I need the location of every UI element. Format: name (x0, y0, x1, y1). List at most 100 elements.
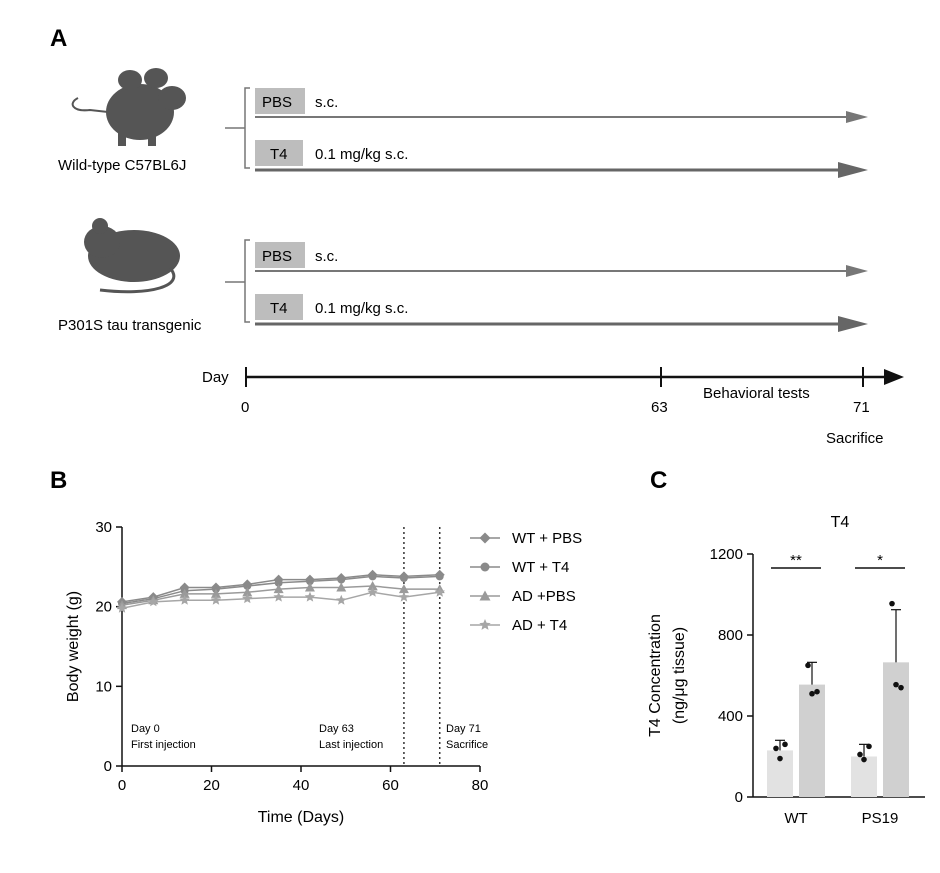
timeline-label-0: 0 (241, 399, 249, 416)
c-data-point (777, 755, 783, 762)
c-title: T4 (831, 514, 850, 531)
c-bar-WT-T4 (799, 684, 825, 797)
b-legend-label-0: WT + PBS (512, 530, 582, 547)
c-bar-PS19-PBS (851, 756, 877, 797)
c-data-point (889, 600, 895, 607)
b-series-point (210, 594, 222, 605)
b-x-tick-label: 60 (382, 777, 399, 794)
b-x-tick-label: 40 (293, 777, 310, 794)
b-y-tick-label: 0 (104, 758, 112, 775)
c-sig-label: ** (790, 552, 802, 569)
b-series-point (434, 586, 445, 597)
b-legend-marker-2 (479, 590, 491, 601)
mouse-silhouette-icon (71, 68, 186, 146)
sacrifice-label: Sacrifice (826, 430, 884, 447)
timeline-label-63: 63 (651, 399, 668, 416)
c-data-point (805, 662, 811, 669)
tg-t4-arrowhead (838, 316, 868, 332)
b-legend-marker-0 (479, 532, 491, 544)
b-series-point (399, 573, 408, 582)
rat-silhouette-icon (84, 218, 180, 294)
b-series-point (242, 587, 253, 597)
wt-t4-label: T4 (270, 146, 288, 163)
c-data-point (773, 745, 779, 752)
wt-pbs-route: s.c. (315, 94, 338, 111)
tg-caption: P301S tau transgenic (58, 317, 202, 334)
wt-pbs-label: PBS (262, 94, 292, 111)
c-data-point (866, 743, 872, 750)
timeline-day-label: Day (202, 369, 229, 386)
b-y-tick-label: 20 (95, 599, 112, 616)
annot-day63-line2: Last injection (319, 739, 383, 751)
b-series-point (336, 594, 347, 605)
b-x-tick-label: 0 (118, 777, 126, 794)
c-data-point (861, 756, 867, 763)
b-series-point (243, 581, 252, 590)
b-series-point (398, 591, 410, 602)
c-data-point (893, 681, 899, 688)
b-series-point (304, 582, 315, 592)
wt-pbs-arrowhead (846, 111, 868, 123)
c-y-tick-label: 800 (718, 627, 743, 644)
b-series-point (274, 578, 283, 587)
timeline-arrowhead (884, 369, 904, 385)
c-y-tick-label: 1200 (710, 546, 743, 563)
b-series-point (179, 594, 190, 605)
b-legend-marker-1 (480, 562, 490, 572)
c-y-tick-label: 0 (735, 789, 743, 806)
c-data-point (782, 741, 788, 748)
b-legend-label-2: AD +PBS (512, 588, 576, 605)
b-series-point (367, 586, 378, 597)
b-series-point (148, 596, 159, 607)
body-weight-chart: Body weight (g) Time (Days) Day 0 First … (65, 519, 582, 826)
c-category-label: PS19 (862, 810, 899, 827)
tg-t4-route: 0.1 mg/kg s.c. (315, 300, 408, 317)
wt-t4-box (255, 140, 303, 166)
b-series-point (367, 580, 378, 590)
wt-t4-route: 0.1 mg/kg s.c. (315, 146, 408, 163)
behavioral-tests-label: Behavioral tests (703, 385, 810, 402)
b-x-tick-label: 20 (203, 777, 220, 794)
c-data-point (814, 688, 820, 695)
b-series-point (336, 582, 347, 592)
c-y-tick-label: 400 (718, 708, 743, 725)
b-series-point (368, 572, 377, 581)
wt-bracket (225, 87, 250, 169)
tg-t4-label: T4 (270, 300, 288, 317)
annot-day71-line1: Day 71 (446, 723, 481, 735)
c-y-axis-label-line2: (ng/μg tissue) (671, 627, 688, 724)
panel-a-label: A (50, 25, 67, 52)
b-series-point (304, 591, 316, 602)
b-y-tick-label: 30 (95, 519, 112, 536)
tg-pbs-box (255, 242, 305, 268)
c-category-label: WT (784, 810, 807, 827)
c-data-point (857, 751, 863, 758)
b-legend-marker-3 (479, 619, 491, 630)
tg-pbs-label: PBS (262, 248, 292, 265)
wt-pbs-box (255, 88, 305, 114)
b-x-tick-label: 80 (472, 777, 489, 794)
wt-t4-arrowhead (838, 162, 868, 178)
b-series-point (435, 572, 444, 581)
wt-caption: Wild-type C57BL6J (58, 157, 186, 174)
b-series-point (337, 575, 346, 584)
t4-concentration-chart: T4 T4 Concentration (ng/μg tissue) 0 400 8… (647, 514, 925, 827)
c-data-point (898, 684, 904, 691)
annot-day71-line2: Sacrifice (446, 739, 488, 751)
annot-day0-line2: First injection (131, 739, 196, 751)
b-series-point (210, 588, 221, 598)
annot-day63-line1: Day 63 (319, 723, 354, 735)
b-legend-label-1: WT + T4 (512, 559, 569, 576)
c-data-point (809, 690, 815, 697)
panel-b-label: B (50, 467, 67, 494)
b-series-point (273, 584, 284, 594)
annot-day0-line1: Day 0 (131, 723, 160, 735)
tg-t4-box (255, 294, 303, 320)
b-legend-label-3: AD + T4 (512, 617, 567, 634)
b-series-point (398, 584, 409, 594)
panel-c-label: C (650, 467, 667, 494)
b-series-point (116, 602, 128, 613)
b-series-point (273, 591, 284, 602)
